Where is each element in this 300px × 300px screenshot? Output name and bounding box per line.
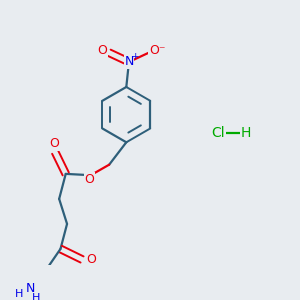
Text: H: H [241, 126, 251, 140]
Text: O: O [98, 44, 107, 57]
Text: O: O [85, 172, 94, 186]
Text: N: N [26, 282, 35, 295]
Text: H: H [15, 289, 23, 299]
Text: N: N [124, 56, 134, 68]
Text: Cl: Cl [212, 126, 225, 140]
Text: O: O [86, 253, 96, 266]
Text: H: H [32, 293, 41, 300]
Text: O: O [50, 137, 60, 150]
Text: +: + [131, 52, 139, 61]
Text: O⁻: O⁻ [149, 44, 165, 57]
